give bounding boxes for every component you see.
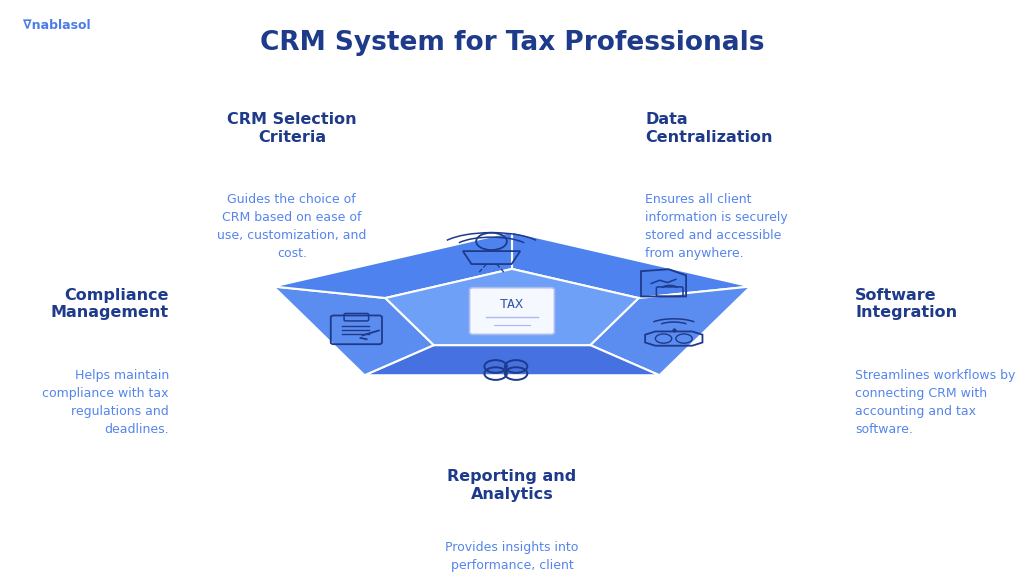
Text: Streamlines workflows by
connecting CRM with
accounting and tax
software.: Streamlines workflows by connecting CRM … — [855, 369, 1016, 435]
Text: Software
Integration: Software Integration — [855, 288, 957, 320]
Text: ∇nablasol: ∇nablasol — [23, 20, 90, 32]
Polygon shape — [273, 286, 434, 375]
Text: Compliance
Management: Compliance Management — [51, 288, 169, 320]
Text: Provides insights into
performance, client
retention, and marketing
success.: Provides insights into performance, clie… — [434, 541, 590, 576]
Polygon shape — [590, 286, 751, 375]
Text: CRM System for Tax Professionals: CRM System for Tax Professionals — [260, 30, 764, 56]
Polygon shape — [512, 232, 751, 298]
Text: Data
Centralization: Data Centralization — [645, 112, 773, 145]
Polygon shape — [365, 345, 659, 375]
Text: CRM Selection
Criteria: CRM Selection Criteria — [227, 112, 356, 145]
Text: TAX: TAX — [500, 298, 524, 311]
Text: Reporting and
Analytics: Reporting and Analytics — [447, 469, 577, 502]
FancyBboxPatch shape — [469, 287, 555, 335]
Text: Helps maintain
compliance with tax
regulations and
deadlines.: Helps maintain compliance with tax regul… — [42, 369, 169, 435]
Text: Guides the choice of
CRM based on ease of
use, customization, and
cost.: Guides the choice of CRM based on ease o… — [217, 193, 367, 260]
Polygon shape — [385, 269, 639, 345]
Text: Ensures all client
information is securely
stored and accessible
from anywhere.: Ensures all client information is secure… — [645, 193, 787, 260]
Polygon shape — [273, 232, 512, 298]
